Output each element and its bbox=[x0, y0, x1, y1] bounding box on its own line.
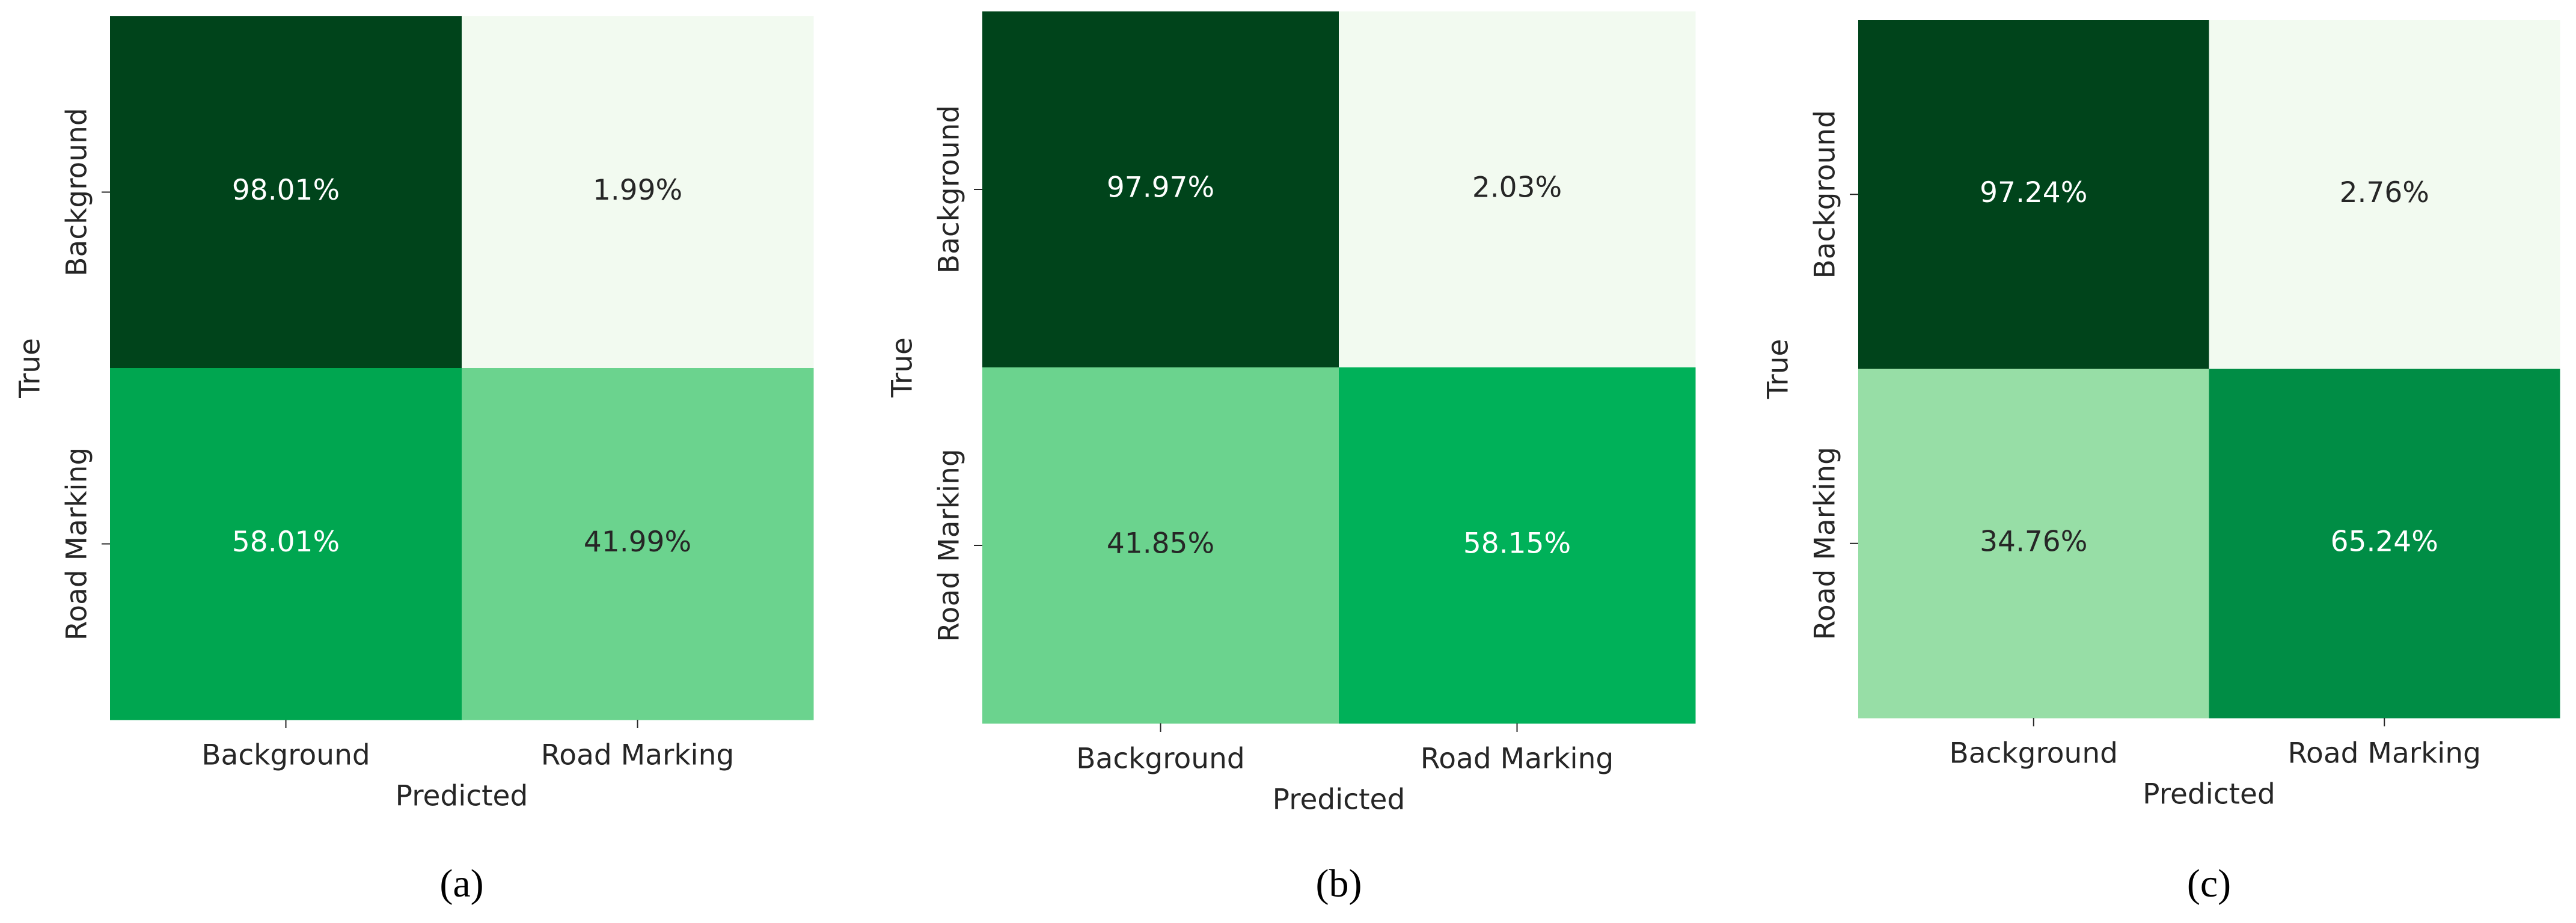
caption: (c) bbox=[2187, 862, 2231, 906]
heatmap-cell bbox=[110, 368, 462, 720]
cell-label: 58.15% bbox=[1463, 527, 1571, 560]
y-axis-label: True bbox=[14, 338, 47, 399]
cell-label: 97.24% bbox=[1980, 176, 2087, 209]
x-tick-label: Background bbox=[201, 739, 370, 772]
cell-label: 41.99% bbox=[584, 526, 691, 559]
heatmap-cell bbox=[2209, 369, 2560, 719]
cell-label: 65.24% bbox=[2331, 525, 2438, 558]
y-axis-label: True bbox=[1762, 339, 1795, 400]
heatmap-cell bbox=[462, 16, 814, 369]
heatmap-cell bbox=[1339, 367, 1696, 724]
y-tick-label: Road Marking bbox=[933, 449, 966, 642]
cell-label: 58.01% bbox=[232, 526, 340, 559]
cell-label: 41.85% bbox=[1107, 527, 1214, 560]
heatmap-cell bbox=[2209, 20, 2560, 369]
heatmap-cell bbox=[982, 11, 1339, 368]
x-axis-label: Predicted bbox=[396, 780, 528, 813]
y-tick-label: Background bbox=[933, 105, 966, 274]
cell-label: 2.03% bbox=[1472, 171, 1562, 204]
heatmap-cell bbox=[110, 16, 462, 369]
heatmap-cell bbox=[462, 368, 814, 720]
x-tick-label: Background bbox=[1950, 737, 2118, 770]
caption: (a) bbox=[439, 862, 483, 906]
y-tick-label: Background bbox=[61, 108, 94, 276]
heatmap-cell bbox=[1858, 369, 2209, 719]
cell-label: 98.01% bbox=[232, 174, 340, 207]
cell-label: 2.76% bbox=[2340, 176, 2429, 209]
heatmap-cell bbox=[1858, 20, 2209, 369]
x-tick-label: Road Marking bbox=[1421, 743, 1614, 776]
cell-label: 97.97% bbox=[1107, 171, 1214, 204]
x-tick-label: Road Marking bbox=[2288, 737, 2481, 770]
caption: (b) bbox=[1316, 862, 1362, 906]
y-tick-label: Road Marking bbox=[1809, 447, 1842, 640]
y-tick-label: Background bbox=[1809, 110, 1842, 278]
heatmap-cell bbox=[982, 367, 1339, 724]
y-tick-label: Road Marking bbox=[61, 447, 94, 640]
cell-label: 1.99% bbox=[593, 174, 682, 207]
x-tick-label: Background bbox=[1076, 743, 1244, 776]
cell-label: 34.76% bbox=[1980, 525, 2087, 558]
y-axis-label: True bbox=[886, 337, 919, 398]
x-tick-label: Road Marking bbox=[541, 739, 734, 772]
x-axis-label: Predicted bbox=[2143, 778, 2275, 811]
x-axis-label: Predicted bbox=[1273, 783, 1406, 817]
heatmap-cell bbox=[1339, 11, 1696, 368]
